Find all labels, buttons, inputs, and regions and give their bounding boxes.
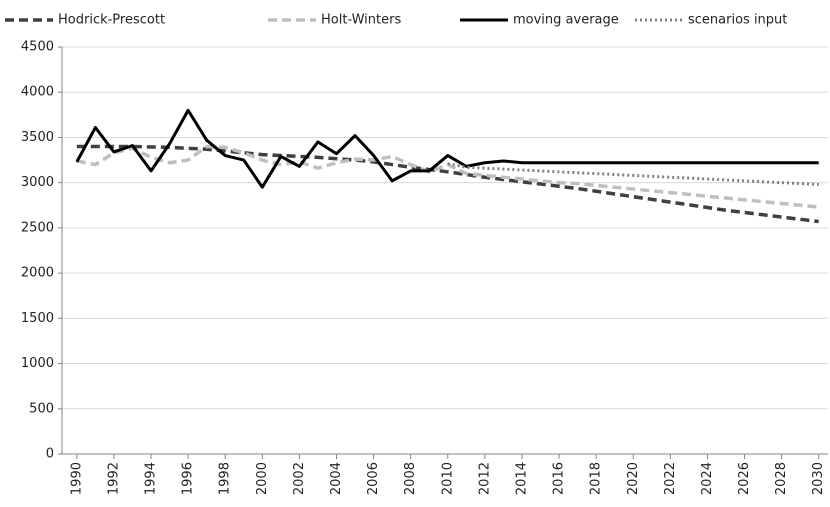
x-tick-label: 2000: [255, 462, 270, 495]
series-line: [447, 162, 819, 186]
x-tick-label: 2020: [626, 462, 641, 495]
y-tick-label: 4000: [21, 85, 54, 100]
x-tick-label: 2030: [811, 462, 826, 495]
x-tick-label: 2016: [552, 462, 567, 495]
series-line: [76, 144, 819, 224]
legend-label: Holt-Winters: [321, 13, 401, 28]
y-tick-label: 3000: [21, 175, 54, 190]
x-tick-label: 2002: [292, 462, 307, 495]
x-tick-label: 2026: [737, 462, 752, 495]
x-tick-label: 2008: [403, 462, 418, 495]
legend-label: Hodrick-Prescott: [58, 13, 165, 28]
x-tick-label: 2024: [700, 462, 715, 495]
x-tick-label: 2004: [329, 462, 344, 495]
y-tick-label: 1500: [21, 311, 54, 326]
x-tick-label: 2010: [440, 462, 455, 495]
y-tick-label: 3500: [21, 130, 54, 145]
x-tick-label: 2012: [477, 462, 492, 495]
y-tick-label: 0: [46, 447, 54, 462]
x-tick-label: 1996: [181, 462, 196, 495]
x-tick-label: 2028: [774, 462, 789, 495]
x-tick-label: 2014: [514, 462, 529, 495]
series-line: [75, 108, 819, 189]
x-tick-label: 1992: [106, 462, 121, 495]
x-tick-label: 1990: [69, 462, 84, 495]
x-tick-label: 2018: [589, 462, 604, 495]
x-tick-label: 2006: [366, 462, 381, 495]
x-tick-label: 1994: [144, 462, 159, 495]
y-tick-label: 2500: [21, 220, 54, 235]
x-tick-label: 1998: [218, 462, 233, 495]
x-tick-label: 2022: [663, 462, 678, 495]
y-tick-label: 4500: [21, 40, 54, 55]
y-tick-label: 1000: [21, 356, 54, 371]
legend-label: scenarios input: [688, 13, 787, 28]
legend-label: moving average: [513, 13, 619, 28]
y-tick-label: 500: [29, 401, 54, 416]
y-tick-label: 2000: [21, 266, 54, 281]
